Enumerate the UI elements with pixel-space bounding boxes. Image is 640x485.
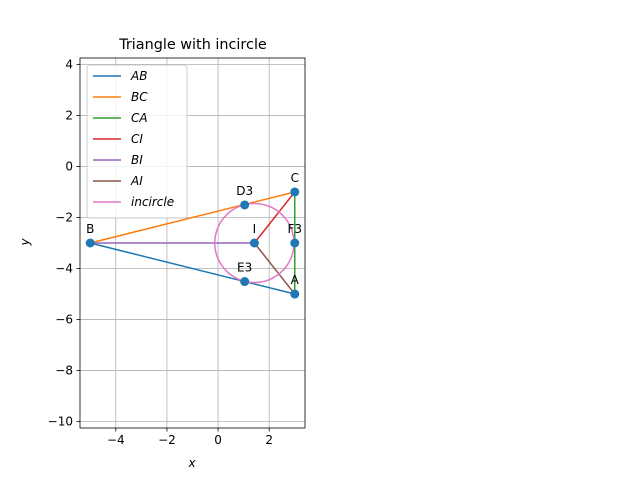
- x-tick-label: −4: [107, 433, 125, 447]
- y-tick-label: −6: [55, 313, 73, 327]
- point-E3-marker: [240, 277, 250, 287]
- y-tick-label: 2: [65, 108, 73, 122]
- legend-box: [86, 64, 188, 219]
- x-tick-label: 2: [265, 433, 273, 447]
- legend-label-CI: CI: [131, 132, 143, 146]
- x-tick-label: 0: [214, 433, 222, 447]
- y-axis-label: y: [18, 238, 32, 247]
- series-group: [85, 187, 300, 299]
- legend-label-AI: AI: [130, 174, 143, 188]
- y-tick-label: −4: [55, 262, 73, 276]
- point-I-label: I: [253, 222, 257, 236]
- y-tick-label: 4: [65, 57, 73, 71]
- series-BC-line: [90, 191, 295, 244]
- y-tick-label: −2: [55, 210, 73, 224]
- point-C-label: C: [291, 171, 299, 185]
- point-A-marker: [290, 289, 300, 299]
- point-C-marker: [290, 187, 300, 197]
- legend-label-AB: AB: [130, 69, 147, 83]
- point-A-label: A: [291, 273, 300, 287]
- point-F3-label: F3: [287, 222, 302, 236]
- y-tick-label: −8: [55, 364, 73, 378]
- point-I-marker: [249, 238, 259, 248]
- series-CI-line: [253, 191, 296, 244]
- axes-frame: [79, 57, 306, 429]
- chart-title: Triangle with incircle: [118, 37, 267, 53]
- legend-label-BI: BI: [131, 153, 143, 167]
- legend-label-incircle: incircle: [131, 195, 174, 209]
- x-tick-label: −2: [158, 433, 176, 447]
- y-tick-label: −10: [48, 415, 73, 429]
- series-AB-line: [90, 242, 295, 295]
- point-B-marker: [85, 238, 95, 248]
- series-AI-line: [253, 242, 296, 295]
- x-axis-label: x: [187, 456, 196, 470]
- legend-label-CA: CA: [131, 111, 148, 125]
- point-D3-label: D3: [236, 184, 253, 198]
- point-B-label: B: [86, 222, 94, 236]
- point-D3-marker: [240, 200, 250, 210]
- point-E3-label: E3: [237, 261, 252, 275]
- point-F3-marker: [290, 238, 300, 248]
- y-tick-label: 0: [65, 159, 73, 173]
- legend-label-BC: BC: [131, 90, 148, 104]
